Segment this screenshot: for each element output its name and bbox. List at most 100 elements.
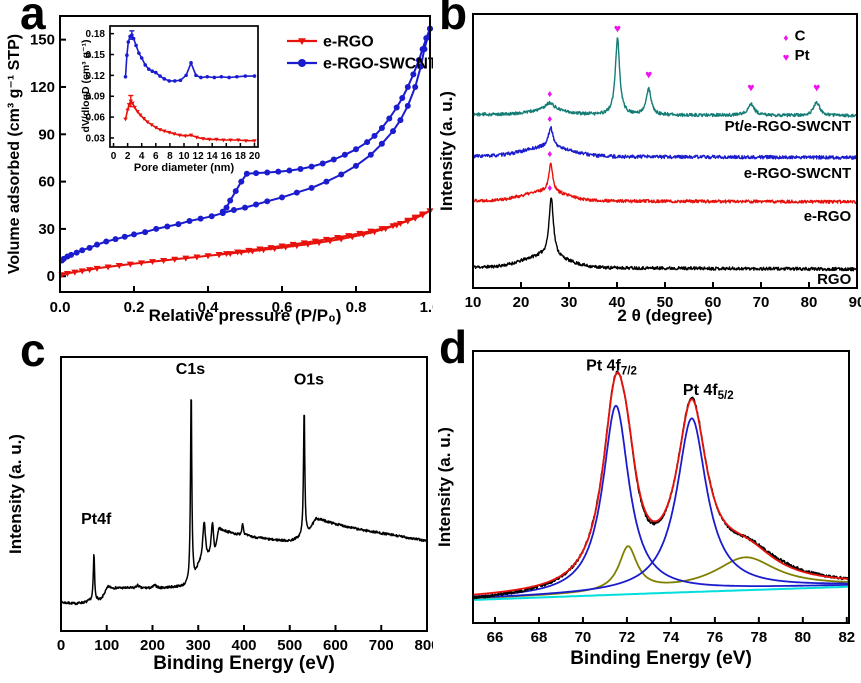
panel-a-inset-canvas: 0 2 4 6 8 10 12 14 16 18 20 0.03 0.06 0.09 0.12 0.15 0.1…: [86, 25, 261, 162]
svg-text:16: 16: [221, 151, 233, 162]
svg-text:0.09: 0.09: [86, 92, 106, 103]
series-e-rgo: [472, 162, 858, 204]
series-e-rgo-swcnt: [123, 33, 257, 83]
panel-c-letter: c: [20, 324, 46, 376]
plot-frame: [59, 15, 431, 293]
svg-text:e-RGO: e-RGO: [323, 34, 374, 51]
heart-marker-icon: ♥: [813, 80, 820, 94]
svg-text:82: 82: [838, 629, 855, 646]
panel-c-canvas: 0 100 200 300 400 500 600 700 800 Pt4f C1s O1s: [57, 356, 440, 654]
heart-marker-icon: ♥: [614, 22, 621, 36]
svg-text:0: 0: [57, 637, 65, 654]
axis-ticks: 0 100 200 300 400 500 600 700 800: [57, 625, 440, 654]
svg-text:72: 72: [619, 629, 636, 646]
panel-b-x-axis-title: 2 θ (degree): [617, 306, 713, 325]
annotations: Pt4f C1s O1s: [81, 361, 324, 528]
series-e-rgo-desorption: [215, 208, 434, 258]
svg-text:150: 150: [30, 32, 55, 49]
svg-text:300: 300: [186, 637, 211, 654]
svg-text:80: 80: [794, 629, 811, 646]
heart-marker-icon: ♥: [645, 67, 652, 81]
panel-a-y-axis-title: Volume adsorbed (cm³ g⁻¹ STP): [6, 33, 23, 275]
svg-text:600: 600: [323, 637, 348, 654]
series-pt-4f5-2-component: [472, 417, 850, 599]
panel-a: 0.00.20.40.60.81.00306090120150e-RGOe-RG…: [0, 0, 440, 335]
svg-text:14: 14: [207, 151, 219, 162]
svg-text:70: 70: [575, 629, 592, 646]
series-e-rgo: [123, 99, 257, 143]
axis-ticks: 10 20 30 40 50 60 70 80 90: [465, 282, 861, 311]
svg-text:2: 2: [125, 151, 131, 162]
panel-b-letter: b: [439, 0, 468, 39]
svg-text:120: 120: [30, 79, 55, 96]
svg-text:Pt 4f5/2: Pt 4f5/2: [683, 382, 734, 402]
svg-text:30: 30: [38, 221, 55, 238]
svg-text:30: 30: [561, 294, 578, 311]
plot-frame: [109, 25, 259, 148]
svg-text:78: 78: [751, 629, 768, 646]
svg-text:68: 68: [531, 629, 548, 646]
annotations: C Pt Pt/e-RGO-SWCNT e-RGO-SWCNT e-RGO RGO: [725, 28, 852, 288]
panel-d-y-axis-title: Intensity (a. u.): [435, 427, 454, 547]
svg-text:Pt: Pt: [795, 47, 810, 64]
diamond-marker-icon: ♦: [547, 114, 552, 125]
diamond-marker-icon: ♦: [547, 183, 552, 194]
diamond-marker-icon: ♦: [783, 33, 788, 44]
svg-text:20: 20: [513, 294, 530, 311]
plot-frame: [472, 13, 858, 289]
panel-d: 66 68 70 72 74 76 78 80 82 Pt 4f7/2 Pt 4f5/2 d Int…: [433, 324, 861, 683]
svg-text:C: C: [795, 28, 806, 45]
annotations: Pt 4f7/2 Pt 4f5/2: [586, 357, 733, 402]
svg-text:10: 10: [465, 294, 482, 311]
svg-text:0: 0: [111, 151, 117, 162]
series-rgo: [472, 197, 858, 272]
axis-ticks: 0 2 4 6 8 10 12 14 16 18 20 0.03 0.06 0.09 0.12 0.15 0.1…: [86, 29, 261, 162]
svg-text:e-RGO-SWCNT: e-RGO-SWCNT: [323, 56, 433, 73]
svg-text:0.06: 0.06: [86, 113, 106, 124]
svg-text:500: 500: [277, 637, 302, 654]
svg-text:50: 50: [657, 294, 674, 311]
legend: e-RGO e-RGO-SWCNT: [287, 34, 438, 73]
panel-b: 10 20 30 40 50 60 70 80 90 ♦ ♦ ♦ ♦ ♥ ♥ ♥ ♥ ♦ ♥ C Pt Pt/e-RGO-…: [433, 0, 861, 330]
svg-text:100: 100: [94, 637, 119, 654]
panel-c-x-axis-title: Binding Energy (eV): [153, 653, 335, 674]
svg-text:0.4: 0.4: [198, 299, 220, 316]
svg-text:0.2: 0.2: [124, 299, 145, 316]
plot-frame: [60, 356, 428, 632]
panel-d-x-axis-title: Binding Energy (eV): [570, 648, 752, 669]
svg-text:8: 8: [167, 151, 173, 162]
error-bars: [128, 30, 135, 108]
panel-c-y-axis-title: Intensity (a. u.): [6, 434, 25, 554]
panel-d-letter: d: [439, 321, 468, 373]
svg-text:0.03: 0.03: [86, 133, 106, 144]
series-raw-data: [472, 370, 850, 600]
svg-text:0: 0: [47, 268, 55, 285]
point-markers: ♦ ♦ ♦ ♦ ♥ ♥ ♥ ♥ ♦ ♥: [547, 22, 820, 194]
panel-a-x-axis-title: Relative pressure (P/P₀): [148, 306, 342, 325]
svg-text:90: 90: [849, 294, 861, 311]
series-e-rgo-adsorption: [58, 208, 434, 279]
panel-a-letter: a: [20, 0, 46, 39]
heart-marker-icon: ♥: [747, 80, 754, 94]
svg-text:Pt 4f7/2: Pt 4f7/2: [586, 357, 637, 377]
svg-text:RGO: RGO: [817, 271, 852, 288]
series-e-rgo-swcnt-desorption: [219, 25, 433, 215]
heart-marker-icon: ♥: [783, 52, 790, 64]
diamond-marker-icon: ♦: [547, 149, 552, 160]
svg-text:0.18: 0.18: [86, 29, 106, 40]
svg-text:e-RGO: e-RGO: [804, 208, 852, 225]
svg-text:Pt/e-RGO-SWCNT: Pt/e-RGO-SWCNT: [725, 118, 852, 135]
svg-text:400: 400: [231, 637, 256, 654]
svg-text:0.15: 0.15: [86, 50, 106, 61]
svg-text:90: 90: [38, 126, 55, 143]
panel-c: 0 100 200 300 400 500 600 700 800 Pt4f C1s O1s c In…: [0, 327, 440, 683]
svg-text:12: 12: [193, 151, 205, 162]
svg-text:Pt4f: Pt4f: [81, 511, 112, 528]
series-pt-4f7-2-component: [472, 404, 850, 598]
panel-a-inset-x-axis-title: Pore diameter (nm): [133, 162, 235, 174]
svg-text:0.8: 0.8: [346, 299, 367, 316]
series-background: [472, 585, 850, 601]
svg-text:0.12: 0.12: [86, 71, 106, 82]
svg-text:40: 40: [609, 294, 626, 311]
